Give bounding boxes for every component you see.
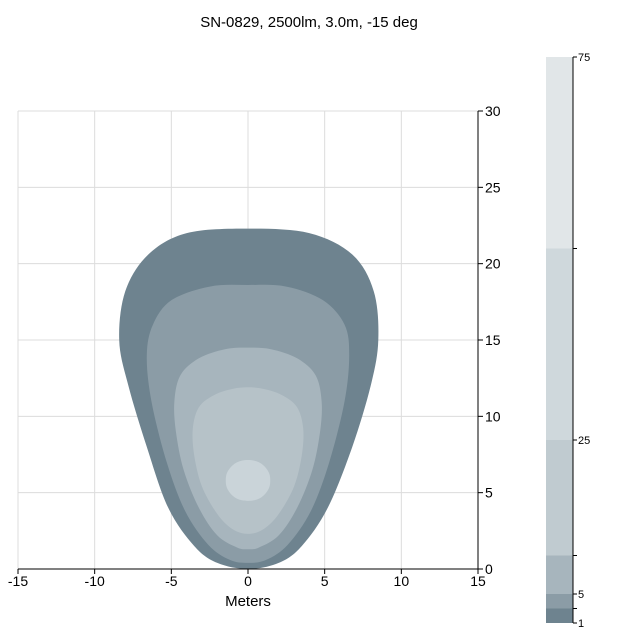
colorbar-labels: 75 25 5 1: [578, 52, 590, 630]
x-tick-label: 10: [394, 573, 410, 589]
colorbar-label: 75: [578, 52, 590, 64]
colorbar-band: [546, 57, 573, 249]
contour-fills: [119, 228, 379, 569]
axes: [17, 110, 483, 574]
y-tick-label: 10: [485, 408, 501, 424]
contour-level-25: [225, 460, 271, 501]
y-tick-labels: 0 5 10 15 20 25 30: [485, 103, 501, 577]
colorbar-label: 5: [578, 589, 584, 601]
colorbar-label: 25: [578, 435, 590, 447]
colorbar-label: 1: [578, 618, 584, 630]
y-tick-label: 30: [485, 103, 501, 119]
y-tick-label: 5: [485, 485, 493, 501]
y-tick-label: 15: [485, 332, 501, 348]
chart-title: SN-0829, 2500lm, 3.0m, -15 deg: [200, 14, 418, 31]
colorbar-band: [546, 594, 573, 609]
x-tick-label: -10: [85, 573, 105, 589]
colorbar: [546, 56, 577, 624]
y-tick-label: 20: [485, 256, 501, 272]
x-tick-label: -5: [165, 573, 178, 589]
y-tick-label: 25: [485, 179, 501, 195]
x-tick-label: 5: [321, 573, 329, 589]
colorbar-band: [546, 608, 573, 623]
x-tick-labels: -15 -10 -5 0 5 10 15: [8, 573, 486, 589]
colorbar-band: [546, 248, 573, 440]
x-tick-label: -15: [8, 573, 28, 589]
colorbar-band: [546, 440, 573, 556]
x-tick-label: 15: [470, 573, 486, 589]
y-tick-label: 0: [485, 561, 493, 577]
x-axis-title: Meters: [225, 593, 271, 610]
x-tick-label: 0: [244, 573, 252, 589]
colorbar-band: [546, 555, 573, 594]
